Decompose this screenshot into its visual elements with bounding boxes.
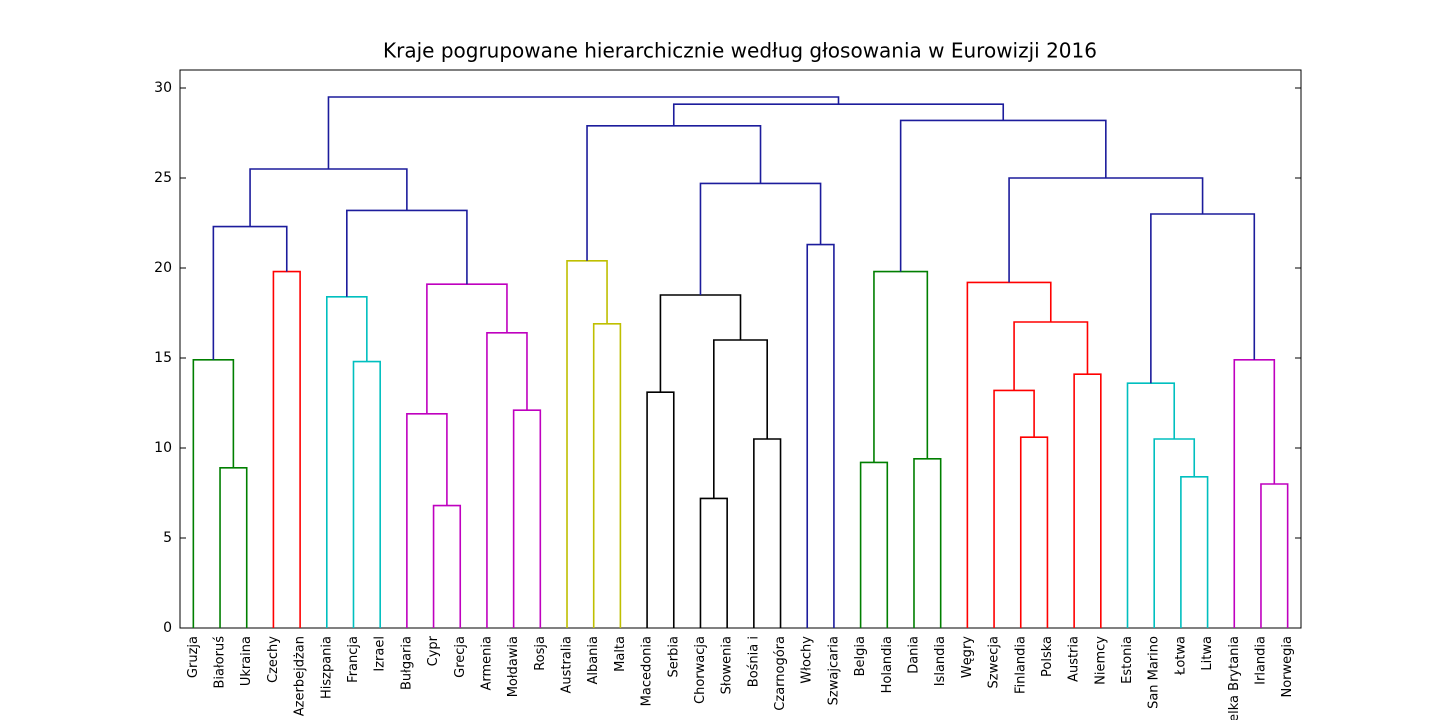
- dendrogram-link: [406, 413, 448, 628]
- dendrogram-link: [426, 283, 508, 414]
- chart-title: Kraje pogrupowane hierarchicznie według …: [383, 39, 1097, 63]
- leaf-label: Słowenia: [720, 636, 735, 694]
- leaf-label: Łotwa: [1173, 636, 1188, 676]
- plot-frame: [179, 69, 1302, 629]
- dendrogram-link: [1260, 483, 1289, 628]
- dendrogram-link: [753, 438, 782, 628]
- dendrogram-link: [899, 119, 1107, 272]
- dendrogram-link: [566, 260, 608, 628]
- leaf-label: Dania: [906, 636, 921, 674]
- dendrogram-link: [1153, 438, 1196, 628]
- leaf-label: Ukraina: [239, 636, 254, 686]
- leaf-label: Czarnogóra: [773, 636, 788, 711]
- leaf-label: Albania: [586, 636, 601, 685]
- leaf-label: Węgry: [960, 636, 975, 678]
- dendrogram-link: [873, 270, 929, 463]
- dendrogram-link: [966, 281, 1052, 628]
- leaf-label: Litwa: [1200, 636, 1215, 671]
- leaf-label: Niemcy: [1093, 636, 1108, 685]
- dendrogram-link: [713, 339, 768, 499]
- dendrogram-link: [512, 409, 542, 628]
- dendrogram-link: [1233, 359, 1276, 628]
- leaf-label: Azerbejdżan: [293, 636, 308, 716]
- y-tick-label: 15: [154, 350, 172, 366]
- y-tick-label: 5: [163, 530, 172, 546]
- leaf-label: Wielka Brytania: [1227, 636, 1242, 720]
- leaf-label: Finlandia: [1013, 636, 1028, 694]
- leaf-label: Włochy: [800, 636, 815, 684]
- leaf-label: Norwegia: [1280, 636, 1295, 697]
- leaf-label: Gruzja: [186, 636, 201, 678]
- leaf-label: Bośnia i: [746, 636, 761, 687]
- dendrogram-link: [859, 461, 889, 628]
- leaf-label: Serbia: [666, 636, 681, 677]
- dendrogram-link: [592, 323, 622, 628]
- y-tick-label: 20: [154, 260, 172, 276]
- dendrogram-link: [327, 96, 840, 169]
- leaf-label: Estonia: [1120, 636, 1135, 684]
- leaf-label: Macedonia: [640, 636, 655, 706]
- dendrogram-link: [1180, 476, 1209, 628]
- leaf-label: Rosja: [533, 636, 548, 671]
- dendrogram-link: [1019, 436, 1049, 628]
- dendrogram-link: [272, 270, 301, 628]
- dendrogram-link: [699, 182, 822, 295]
- dendrogram-link: [219, 467, 248, 628]
- dendrogram-link: [586, 125, 762, 261]
- leaf-label: Hiszpania: [319, 636, 334, 699]
- dendrogram-link: [1126, 382, 1176, 628]
- dendrogram-link: [249, 168, 408, 227]
- dendrogram-link: [806, 243, 835, 628]
- leaf-label: San Marino: [1147, 636, 1162, 709]
- dendrogram-link: [659, 294, 742, 393]
- leaf-label: Cypr: [426, 635, 441, 666]
- leaf-label: Czechy: [266, 636, 281, 683]
- dendrogram-link: [325, 296, 368, 628]
- leaf-label: Polska: [1040, 636, 1055, 677]
- leaf-label: Bułgaria: [399, 636, 414, 690]
- dendrogram-link: [1008, 177, 1204, 283]
- leaf-label: Irlandia: [1253, 636, 1268, 685]
- dendrogram-link: [1073, 373, 1102, 628]
- y-tick-label: 10: [154, 440, 172, 456]
- leaf-label: Armenia: [479, 636, 494, 691]
- dendrogram-link: [192, 359, 235, 628]
- leaf-label: Szwecja: [987, 636, 1002, 688]
- leaf-label: Belgia: [853, 636, 868, 676]
- dendrogram-link: [646, 391, 675, 628]
- dendrogram-link: [672, 103, 1005, 126]
- leaf-label: Izrael: [373, 636, 388, 672]
- y-tick-label: 0: [163, 620, 172, 636]
- leaf-label: Islandia: [933, 636, 948, 686]
- leaf-label: Grecja: [453, 636, 468, 678]
- dendrogram-link: [1013, 321, 1089, 391]
- dendrogram-link: [486, 332, 528, 628]
- dendrogram-link: [212, 225, 288, 360]
- leaf-label: Chorwacja: [693, 636, 708, 704]
- dendrogram-link: [1150, 213, 1256, 384]
- leaf-label: Białoruś: [213, 636, 228, 689]
- leaf-label: Szwajcaria: [826, 636, 841, 705]
- dendrogram-link: [352, 360, 381, 628]
- leaf-label: Holandia: [880, 636, 895, 693]
- leaf-label: Austria: [1067, 636, 1082, 682]
- leaf-label: Malta: [613, 636, 628, 672]
- dendrogram-link: [913, 458, 942, 628]
- y-tick-label: 25: [154, 170, 172, 186]
- dendrogram-link: [699, 497, 728, 628]
- dendrogram-link: [993, 389, 1035, 628]
- dendrogram-link: [432, 504, 462, 628]
- leaf-label: Australia: [560, 636, 575, 694]
- leaf-label: Mołdawia: [506, 636, 521, 697]
- y-tick-label: 30: [154, 80, 172, 96]
- leaf-label: Francja: [346, 636, 361, 683]
